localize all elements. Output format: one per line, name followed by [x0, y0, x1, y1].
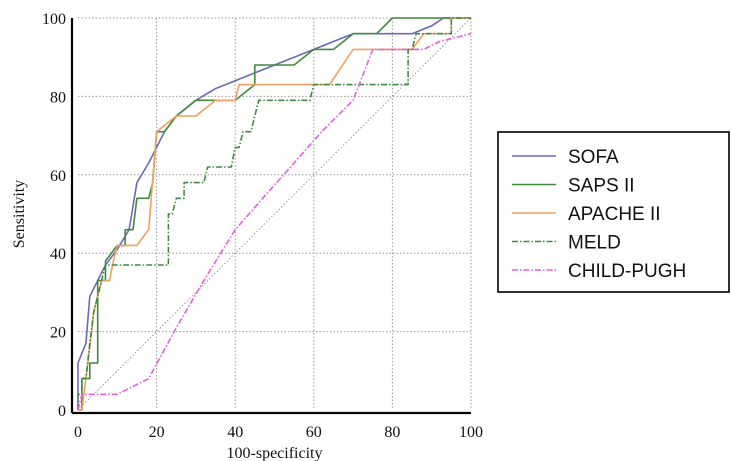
plot-series: [77, 17, 472, 411]
legend-label-meld: MELD: [568, 233, 621, 254]
legend-box: [497, 131, 730, 293]
x-tick-label: 100: [459, 424, 483, 441]
y-tick-label: 0: [58, 403, 66, 420]
legend-label-apache-ii: APACHE II: [568, 204, 661, 225]
x-tick-label: 40: [227, 424, 243, 441]
series-line-sofa: [77, 17, 471, 410]
legend-label-saps-ii: SAPS II: [568, 176, 635, 197]
series-line-child-pugh: [77, 32, 472, 411]
y-axis-title: Sensitivity: [11, 180, 28, 248]
reference-line: [77, 17, 472, 411]
x-tick-label: 20: [149, 424, 165, 441]
legend: SOFA SAPS II APACHE II MELD CHILD-PUGH: [497, 131, 730, 293]
reference-diagonal: [77, 17, 472, 411]
y-tick-labels: 0 20 40 60 80 100: [42, 11, 66, 420]
x-tick-label: 0: [74, 424, 82, 441]
legend-label-child-pugh: CHILD-PUGH: [568, 261, 686, 282]
y-tick-label: 40: [50, 246, 66, 263]
grid-lines: [78, 17, 472, 410]
y-tick-label: 60: [50, 168, 66, 185]
axes: [70, 18, 471, 415]
x-axis-title: 100-specificity: [227, 445, 323, 461]
y-tick-label: 20: [50, 325, 66, 342]
series-line-saps-ii: [78, 17, 471, 411]
x-tick-label: 60: [306, 424, 322, 441]
x-tick-labels: 0 20 40 60 80 100: [74, 424, 483, 441]
legend-label-sofa: SOFA: [568, 147, 619, 168]
y-tick-label: 80: [50, 89, 66, 106]
x-tick-label: 80: [384, 424, 400, 441]
y-tick-label: 100: [42, 11, 66, 28]
